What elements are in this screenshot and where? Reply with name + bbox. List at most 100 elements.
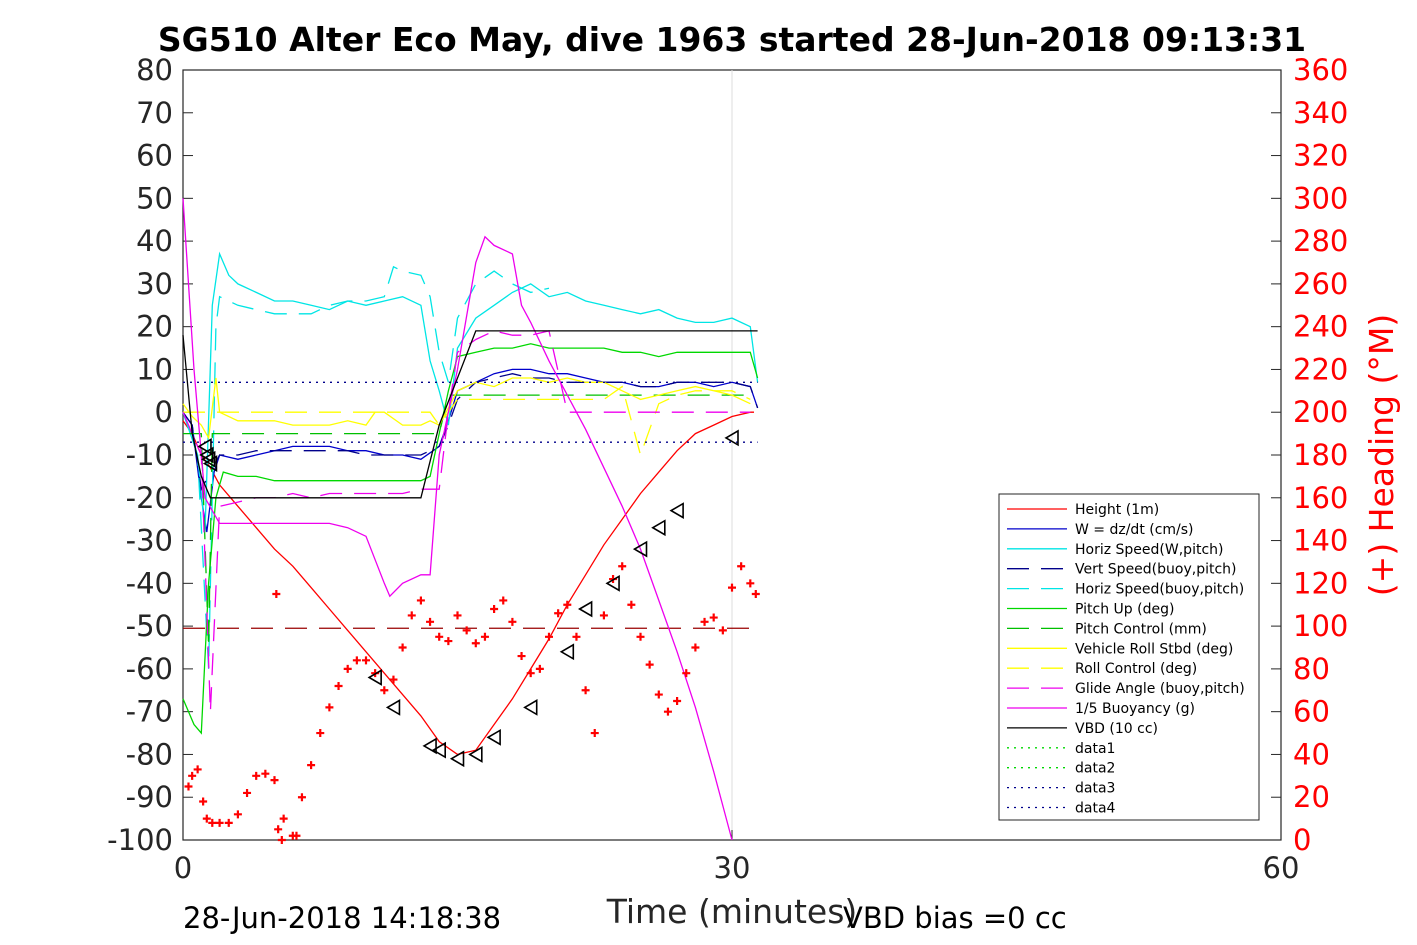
gc-marker [385,698,401,716]
heading-point [462,626,471,635]
gc-marker [486,728,501,746]
y-tick-label: 30 [136,267,173,301]
y-right-tick-label: 80 [1293,652,1330,686]
y-tick-label: -60 [126,652,173,686]
heading-point [307,761,316,770]
y-right-tick-label: 220 [1293,352,1348,386]
legend-label: W = dz/dt (cm/s) [1075,522,1194,538]
gc-marker [669,502,684,520]
heading-point [691,643,700,652]
y-right-tick-label: 320 [1293,139,1348,173]
series-line-4 [182,265,550,669]
heading-point [199,797,208,806]
gc-marker [578,600,593,618]
y-tick-label: -20 [126,481,173,515]
heading-point [508,617,517,626]
heading-point [297,793,306,802]
y-tick-label: -70 [126,695,173,729]
marker-layer [184,429,760,844]
legend-label: Pitch Control (mm) [1075,621,1207,637]
heading-point [737,562,746,571]
legend-label: Horiz Speed(W,pitch) [1075,542,1223,558]
gc-marker [605,574,620,592]
heading-point [274,825,283,834]
x-tick-label: 0 [174,851,192,885]
gc-marker [523,698,538,716]
gc-marker [559,643,575,661]
y-right-tick-label: 340 [1293,96,1348,130]
legend-label: Glide Angle (buoy,pitch) [1075,681,1245,697]
heading-point [480,632,489,641]
y-right-tick-label: 0 [1293,823,1311,857]
heading-point [599,611,608,620]
heading-point [499,596,508,605]
heading-point [325,703,334,712]
heading-point [362,656,370,665]
gc-marker [197,438,212,455]
heading-point [352,656,361,665]
y-right-tick-label: 60 [1293,695,1330,729]
gc-marker [651,519,666,537]
heading-point [193,765,202,774]
legend-label: Pitch Up (deg) [1075,602,1174,618]
legend-label: Height (1m) [1075,502,1159,518]
legend-label: data3 [1075,781,1115,797]
heading-point [184,782,193,791]
heading-point [709,613,718,622]
series-line-7 [182,377,751,440]
y-right-tick-label: 160 [1293,481,1348,515]
heading-point [490,605,499,613]
heading-point [208,818,217,827]
heading-point [545,632,553,641]
heading-point [270,776,279,785]
heading-point [751,590,760,599]
legend-label: VBD (10 cc) [1075,721,1158,737]
y-tick-label: -100 [107,823,173,857]
gc-marker [367,669,382,686]
gc-marker [202,455,218,472]
y-tick-label: -30 [126,524,173,558]
y-tick-label: 80 [136,53,173,87]
x-tick-label: 30 [714,851,751,885]
y-right-tick-label: 360 [1293,53,1348,87]
heading-point [224,818,233,827]
y-right-tick-label: 180 [1293,438,1348,472]
series-line-10 [182,198,733,841]
y-right-tick-label: 260 [1293,267,1348,301]
y-tick-label: -10 [126,438,173,472]
y-tick-label: -50 [126,609,173,643]
y-right-tick-label: 120 [1293,566,1348,600]
heading-point [343,664,352,673]
gc-marker [422,737,437,755]
heading-point [215,818,224,827]
y-tick-label: 60 [136,139,173,173]
x-axis-label: Time (minutes) [606,892,858,931]
heading-point [728,583,736,592]
heading-point [243,788,252,797]
heading-point [252,771,261,780]
legend-label: Vert Speed(buoy,pitch) [1075,562,1237,578]
y-tick-label: 70 [136,96,173,130]
y-axis-right-label: (+) Heading (°M) [1362,314,1401,596]
heading-point [292,831,301,840]
series-line-8 [183,385,751,458]
heading-point [673,696,682,705]
y-right-tick-label: 40 [1293,737,1330,771]
legend-label: data2 [1075,761,1115,777]
heading-point [563,600,572,609]
gc-marker [724,429,739,447]
heading-point [627,600,636,609]
heading-point [426,617,435,626]
heading-point [444,637,453,646]
heading-point [398,643,407,652]
heading-point [188,771,197,780]
heading-point [279,814,288,823]
y-axis-right: 3603403203002802602402202001801601401201… [1293,53,1348,857]
heading-point [272,590,281,599]
gc-marker [468,746,483,763]
heading-point [618,562,627,571]
y-right-tick-label: 200 [1293,395,1348,429]
legend-label: Horiz Speed(buoy,pitch) [1075,582,1244,598]
series-line-11 [182,330,758,499]
